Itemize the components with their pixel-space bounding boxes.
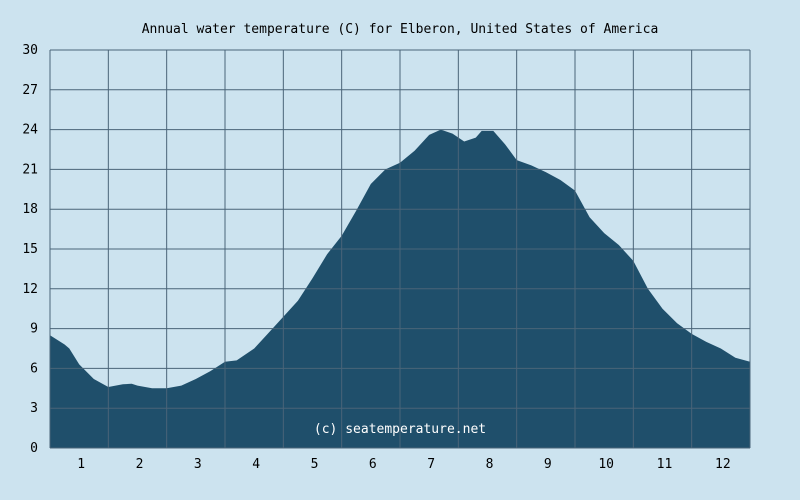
x-axis-tick-labels: 1 2 3 4 5 6 7 8 9 10 11 12 (77, 457, 730, 472)
x-tick-label: 1 (77, 457, 85, 472)
x-tick-label: 9 (544, 457, 552, 472)
x-tick-label: 11 (657, 457, 673, 472)
y-tick-label: 6 (30, 361, 38, 376)
x-tick-label: 4 (252, 457, 260, 472)
x-tick-label: 10 (598, 457, 614, 472)
y-tick-label: 9 (30, 322, 38, 337)
y-tick-label: 27 (22, 83, 38, 98)
chart-title: Annual water temperature (C) for Elberon… (142, 22, 659, 37)
y-tick-label: 15 (22, 242, 38, 257)
y-tick-label: 18 (22, 202, 38, 217)
y-tick-label: 24 (22, 123, 38, 138)
y-tick-label: 30 (22, 43, 38, 58)
y-tick-label: 0 (30, 441, 38, 456)
x-tick-label: 5 (311, 457, 319, 472)
x-tick-label: 12 (715, 457, 731, 472)
watermark: (c) seatemperature.net (314, 422, 486, 437)
x-tick-label: 3 (194, 457, 202, 472)
y-tick-label: 3 (30, 401, 38, 416)
y-axis-tick-labels: 0 3 6 9 12 15 18 21 24 27 30 (22, 43, 38, 456)
grid-layer (49, 49, 751, 449)
x-tick-label: 7 (427, 457, 435, 472)
y-tick-label: 12 (22, 282, 38, 297)
y-tick-label: 21 (22, 162, 38, 177)
x-tick-label: 2 (136, 457, 144, 472)
x-tick-label: 6 (369, 457, 377, 472)
x-tick-label: 8 (486, 457, 494, 472)
